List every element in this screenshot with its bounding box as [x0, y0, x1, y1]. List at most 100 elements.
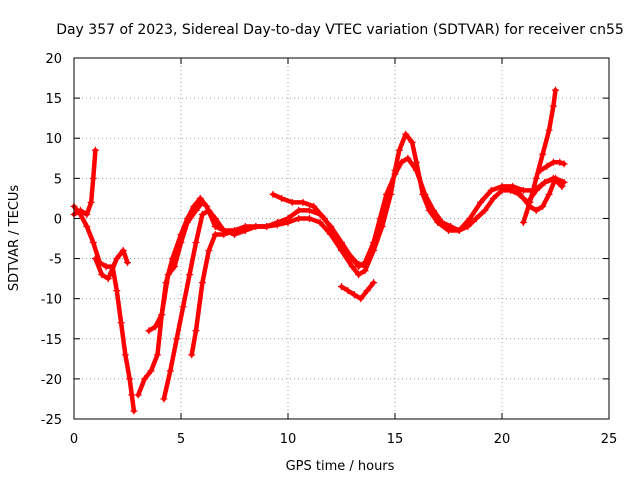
data-point: [124, 259, 131, 267]
data-point: [552, 86, 559, 94]
ticks: 0 5 10 15 20 25 -25 -20 -15 -10 -5 0 5 10 15 20: [41, 52, 618, 447]
y-tick-label: -15: [41, 333, 62, 348]
data-point: [288, 198, 296, 206]
x-tick-label: 25: [601, 432, 618, 447]
data-point: [98, 271, 106, 279]
y-axis-label: SDTVAR / TECUs: [7, 185, 22, 292]
data-layer: [70, 86, 568, 415]
series-track-2: [70, 146, 99, 218]
data-point: [560, 160, 568, 168]
data-point: [472, 214, 480, 222]
data-point: [376, 214, 384, 222]
data-point: [355, 271, 363, 279]
data-point: [113, 287, 121, 295]
data-point: [198, 210, 206, 218]
data-point: [464, 222, 472, 230]
data-point: [310, 202, 318, 210]
data-point: [158, 311, 166, 319]
data-point: [348, 263, 356, 271]
data-point: [363, 287, 371, 295]
series-band: [339, 280, 376, 301]
data-point: [241, 226, 249, 234]
y-tick-label: 0: [54, 212, 62, 227]
data-point: [211, 222, 219, 230]
data-point: [104, 275, 112, 283]
series-track-3: [91, 247, 131, 283]
data-point: [83, 222, 91, 230]
data-point: [350, 291, 358, 299]
data-point: [186, 271, 194, 279]
data-point: [134, 391, 142, 399]
series-band: [189, 224, 269, 358]
data-point: [190, 202, 198, 210]
data-point: [192, 206, 200, 214]
data-point: [147, 367, 155, 375]
data-point: [477, 198, 485, 206]
data-point: [119, 247, 127, 255]
data-point: [126, 375, 134, 383]
x-tick-label: 15: [387, 432, 404, 447]
data-point: [83, 210, 91, 218]
data-point: [87, 198, 95, 206]
data-point: [231, 226, 238, 234]
data-point: [481, 206, 489, 214]
chart-title: Day 357 of 2023, Sidereal Day-to-day VTE…: [56, 22, 624, 38]
data-point: [295, 214, 303, 222]
data-point: [205, 247, 213, 255]
data-point: [549, 102, 557, 110]
series-band: [270, 192, 368, 269]
data-point: [177, 239, 185, 247]
data-point: [489, 194, 497, 202]
data-point: [455, 226, 463, 234]
data-point: [539, 202, 547, 210]
data-point: [173, 335, 181, 343]
data-point: [391, 170, 399, 178]
series-band: [514, 176, 567, 213]
data-point: [498, 186, 506, 194]
data-point: [252, 222, 260, 230]
series-track-12: [513, 174, 568, 214]
data-point: [487, 186, 495, 194]
x-axis-label: GPS time / hours: [286, 459, 395, 474]
series-track-4: [134, 130, 566, 399]
data-point: [357, 295, 365, 303]
data-point: [192, 327, 200, 335]
series-track-1: [70, 202, 138, 415]
data-point: [370, 279, 378, 287]
data-point: [519, 194, 527, 202]
data-point: [295, 206, 303, 214]
data-point: [130, 407, 138, 415]
data-point: [532, 206, 540, 214]
data-point: [395, 146, 403, 154]
y-tick-label: -10: [41, 293, 62, 308]
data-point: [171, 263, 179, 271]
data-point: [526, 202, 534, 210]
data-point: [145, 327, 153, 335]
x-tick-label: 0: [70, 432, 78, 447]
data-point: [412, 158, 420, 166]
series-band: [161, 156, 565, 402]
data-point: [513, 186, 521, 194]
data-point: [352, 259, 360, 267]
data-point: [76, 206, 84, 214]
y-tick-label: -5: [49, 253, 62, 268]
data-point: [188, 351, 196, 359]
data-point: [537, 166, 545, 174]
data-point: [549, 158, 557, 166]
series-band: [93, 248, 130, 281]
data-point: [166, 367, 174, 375]
data-point: [545, 126, 553, 134]
data-point: [278, 194, 286, 202]
series-track-10: [519, 86, 559, 226]
data-point: [342, 247, 350, 255]
data-point: [397, 158, 405, 166]
y-tick-label: 5: [54, 172, 62, 187]
data-point: [183, 218, 191, 226]
data-point: [151, 323, 159, 331]
data-point: [408, 138, 416, 146]
series-track-8: [269, 190, 369, 271]
data-point: [447, 222, 455, 230]
data-point: [89, 174, 97, 182]
data-point: [198, 279, 206, 287]
data-point: [91, 255, 99, 263]
